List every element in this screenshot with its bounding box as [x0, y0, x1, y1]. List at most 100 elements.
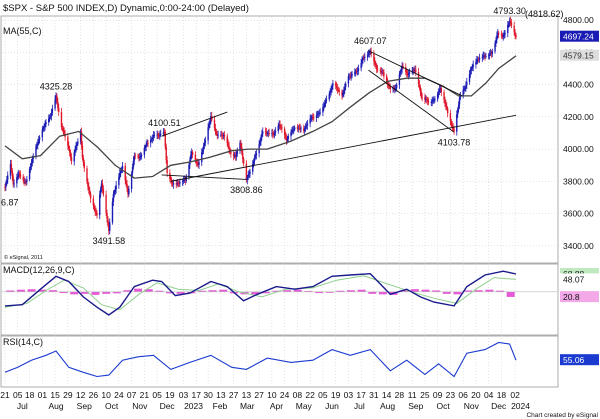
candle-body — [191, 152, 193, 155]
candle-body — [248, 173, 250, 175]
macd-histogram-bar — [176, 291, 185, 294]
candle-body — [242, 159, 245, 164]
candle-body — [457, 109, 459, 115]
candle-body — [475, 62, 477, 65]
x-day-label: 25 — [420, 390, 430, 400]
price-tick-label: 4200.00 — [563, 112, 594, 122]
candle-body — [319, 112, 321, 114]
candle-body — [400, 69, 402, 72]
candle-body — [292, 130, 294, 132]
candle-body — [510, 22, 513, 26]
macd-histogram-bar — [293, 289, 302, 292]
candle-body — [324, 100, 327, 103]
candle-body — [112, 194, 115, 202]
candle-body — [139, 157, 141, 158]
price-tick-label: 4400.00 — [563, 80, 594, 90]
candle-body — [144, 146, 146, 149]
candle-body — [183, 179, 186, 181]
candle-body — [279, 124, 281, 127]
x-month-label: 2023 — [184, 401, 203, 411]
candle-body — [131, 167, 134, 174]
macd-histogram-bar — [485, 289, 494, 292]
x-day-label: 05 — [318, 390, 328, 400]
candle-body — [476, 60, 478, 63]
candle-body — [101, 183, 104, 189]
candle-body — [272, 133, 274, 135]
candle-body — [338, 90, 340, 92]
x-day-label: 12 — [76, 390, 86, 400]
candle-body — [356, 70, 359, 72]
credit-text: © eSignal, 2011 — [4, 254, 43, 261]
candle-body — [305, 125, 308, 127]
candle-body — [94, 209, 96, 212]
candle-body — [328, 93, 330, 100]
x-month-label: Nov — [132, 401, 148, 411]
candle-body — [514, 32, 516, 36]
candle-body — [74, 149, 76, 153]
candle-body — [487, 55, 490, 57]
x-axis: 21 05 18 01 15 29 12 26 10 24 07 21 05 19 03 17 30 13 27 13… — [0, 390, 530, 411]
candle-body — [287, 136, 289, 139]
candle-body — [501, 35, 504, 37]
candle-body — [184, 179, 187, 181]
candle-body — [296, 127, 299, 129]
candle-body — [99, 194, 101, 216]
x-day-label: 29 — [63, 390, 73, 400]
candle-body — [253, 157, 256, 161]
candle-body — [62, 128, 64, 131]
candle-body — [444, 99, 446, 104]
candle-body — [281, 127, 283, 129]
candle-body — [386, 81, 389, 85]
candle-body — [379, 70, 381, 72]
last-price-box-bg — [560, 30, 599, 42]
candle-body — [431, 101, 433, 103]
x-day-label: 22 — [305, 390, 315, 400]
macd-histogram-bar — [70, 291, 79, 295]
x-day-label: 03 — [179, 390, 189, 400]
candle-body — [48, 116, 51, 119]
candle-body — [81, 145, 84, 158]
trendline — [161, 111, 228, 137]
macd-histogram-bar — [336, 290, 345, 292]
candle-body — [425, 99, 427, 101]
ma-value-box-bg — [560, 49, 599, 61]
macd-histogram-bar — [112, 291, 121, 294]
candle-body — [12, 176, 14, 185]
candle-body — [452, 127, 454, 129]
candle-body — [68, 145, 70, 149]
candle-body — [190, 154, 192, 160]
x-month-label: Dec — [491, 401, 507, 411]
x-day-label: 02 — [510, 390, 520, 400]
candle-body — [37, 142, 39, 145]
candle-body — [201, 149, 204, 153]
candle-body — [316, 114, 319, 116]
candle-body — [513, 25, 515, 33]
candle-body — [130, 173, 133, 189]
candle-body — [464, 88, 466, 90]
candle-body — [482, 55, 484, 57]
candle-body — [297, 127, 300, 129]
last-price-box: 4697.24 — [563, 32, 594, 42]
candle-body — [124, 165, 126, 181]
candle-body — [201, 152, 203, 163]
candle-body — [181, 181, 184, 182]
candle-body — [462, 89, 464, 96]
candle-body — [489, 52, 492, 54]
candle-body — [254, 155, 257, 158]
price-annotation: 3808.86 — [230, 185, 263, 195]
candle-body — [5, 182, 7, 188]
candle-body — [137, 156, 139, 157]
candle-body — [77, 141, 79, 144]
candle-body — [382, 71, 384, 73]
candle-body — [255, 153, 258, 156]
candle-body — [252, 163, 254, 172]
candle-body — [376, 68, 379, 71]
candle-body — [115, 185, 117, 190]
candle-body — [380, 71, 382, 73]
candle-body — [13, 183, 15, 185]
candle-body — [38, 137, 41, 140]
candle-body — [146, 143, 148, 145]
candle-body — [466, 81, 468, 86]
candle-body — [426, 99, 428, 101]
candle-body — [252, 160, 255, 164]
